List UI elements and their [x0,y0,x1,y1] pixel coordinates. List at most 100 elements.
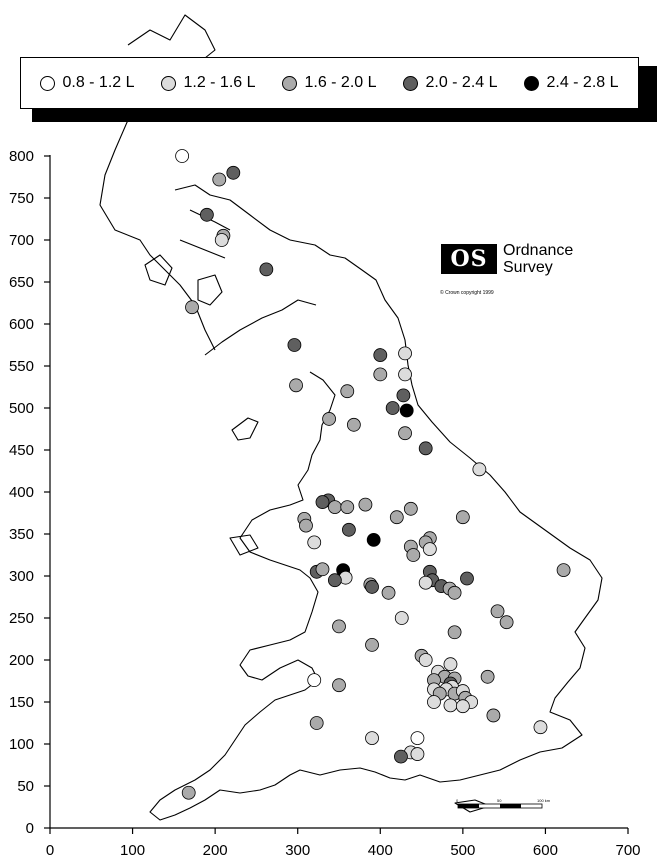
legend: 0.8 - 1.2 L 1.2 - 1.6 L 1.6 - 2.0 L 2.0 … [20,57,639,109]
scale-bar: 0 50 100 km [456,798,551,809]
data-point [366,532,381,547]
data-point [399,403,414,418]
y-tick-label: 200 [9,652,34,669]
data-point [214,233,229,247]
scale-label-50: 50 [497,798,502,803]
data-point [181,785,196,800]
data-point [299,518,313,533]
legend-label-5: 2.4 - 2.8 L [546,74,619,91]
data-point [365,580,379,594]
y-tick-label: 700 [9,232,34,249]
legend-label-4: 2.0 - 2.4 L [425,74,498,91]
data-point [427,695,441,709]
y-tick-label: 450 [9,442,34,459]
data-point [332,619,346,634]
x-tick-label: 200 [203,842,228,859]
data-point [447,625,462,640]
legend-swatch-1 [40,75,56,91]
data-point [373,348,388,362]
x-tick-label: 400 [368,842,393,859]
os-line-1: Ordnance [503,242,574,259]
y-tick-label: 500 [9,400,34,417]
data-point [289,378,303,393]
y-tick-label: 750 [9,190,34,207]
data-point [533,720,548,735]
data-point [418,653,433,667]
y-tick-label: 800 [9,148,34,165]
data-point [226,165,241,180]
y-tick-label: 550 [9,358,34,375]
y-tick-label: 600 [9,316,34,333]
data-point [455,510,470,525]
data-point [346,417,361,432]
data-point [332,678,346,693]
y-tick-label: 250 [9,610,34,627]
data-point [307,673,322,688]
data-point [480,669,495,684]
coastline [99,14,603,821]
legend-swatch-3 [282,75,298,91]
data-point [358,497,373,512]
data-point [422,542,437,557]
data-point [307,535,322,550]
data-point [212,172,227,187]
x-tick-label: 700 [615,842,640,859]
scale-label-100: 100 km [537,798,551,803]
data-point [472,462,487,477]
y-tick-label: 300 [9,568,34,585]
crown-copyright: © Crown copyright 1999 [440,290,494,296]
data-point [342,522,356,537]
data-point [460,571,474,586]
data-point [199,207,214,222]
data-point [398,367,412,382]
data-point [403,501,418,516]
x-tick-label: 600 [533,842,558,859]
data-point [309,716,324,730]
data-point [447,585,462,600]
data-point [418,575,433,590]
data-point [315,562,330,577]
data-point [406,548,421,562]
data-point [327,573,342,588]
legend-swatch-4 [403,75,419,91]
legend-swatch-2 [161,75,177,91]
data-point [418,441,433,456]
legend-label-3: 1.6 - 2.0 L [304,74,377,91]
data-point [455,699,470,714]
data-point [373,367,388,382]
scale-label-0: 0 [456,798,459,803]
legend-swatch-5 [524,75,540,91]
data-point [340,500,355,515]
data-point [259,262,274,277]
y-tick-label: 650 [9,274,34,291]
data-point [410,747,425,761]
data-point [443,698,458,713]
y-tick-label: 50 [17,778,34,795]
data-point [381,585,396,600]
x-tick-label: 100 [120,842,145,859]
legend-item-5: 2.4 - 2.8 L [524,74,619,92]
y-ticks: 0 50 100 150 200 250 300 350 400 450 500 550 600 650 7… [9,148,50,837]
legend-item-1: 0.8 - 1.2 L [40,74,135,92]
data-point [185,300,199,315]
x-tick-label: 300 [285,842,310,859]
os-line-2: Survey [503,259,553,276]
data-point [327,500,342,515]
y-tick-label: 350 [9,526,34,543]
data-point [398,346,412,361]
data-point [287,338,302,352]
data-point [490,604,505,619]
os-badge: OS [441,244,497,274]
x-tick-label: 0 [46,842,54,859]
legend-label-2: 1.2 - 1.6 L [183,74,256,91]
data-point [443,657,458,672]
data-point [486,708,501,723]
data-point [556,563,571,578]
y-tick-label: 400 [9,484,34,501]
data-point [394,749,408,764]
data-point [175,149,190,163]
x-ticks: 0 100 200 300 400 500 600 700 [46,828,641,859]
data-point [394,611,409,625]
y-tick-label: 150 [9,694,34,711]
